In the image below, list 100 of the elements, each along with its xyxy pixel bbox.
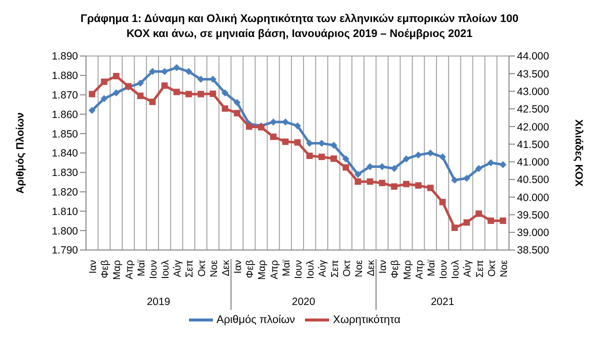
y-tick-label: 1.880 xyxy=(52,70,78,82)
legend-label: Χωρητικότητα xyxy=(333,314,400,326)
text: 2021 xyxy=(430,296,454,308)
x-tick-label: Μαϊ xyxy=(136,259,148,276)
x-tick-label: Ιαν xyxy=(378,260,390,274)
y2-tick-label: 39.500 xyxy=(517,209,550,222)
point xyxy=(161,82,168,89)
point xyxy=(88,106,96,114)
point xyxy=(100,78,108,85)
point xyxy=(342,164,350,171)
x-tick-label: Ιουν xyxy=(294,260,304,279)
point xyxy=(294,139,301,146)
x-tick-label: Οκτ xyxy=(342,260,353,277)
point xyxy=(476,210,482,217)
point xyxy=(282,138,289,145)
y2-tick-label: 43.000 xyxy=(517,86,550,98)
y2-tick-label: 42.000 xyxy=(517,121,550,134)
x-tick-label: Ιουν xyxy=(438,260,450,279)
point xyxy=(137,92,144,100)
point xyxy=(330,142,338,149)
x-tick-label: Απρ xyxy=(124,260,136,280)
point xyxy=(366,178,374,185)
x-tick-label: Δεκ xyxy=(220,259,232,276)
y-tick-label: 1.830 xyxy=(52,167,78,180)
y2-tick-label: 43.500 xyxy=(517,68,550,80)
point xyxy=(390,183,398,190)
x-tick-label: Ιουλ xyxy=(160,260,172,279)
point xyxy=(234,99,241,106)
point xyxy=(246,123,252,130)
point xyxy=(488,218,494,224)
x-tick-label: Ιαν xyxy=(88,260,100,274)
point xyxy=(439,153,446,160)
point xyxy=(222,105,228,112)
x-tick-label: Ιουλ xyxy=(450,260,462,279)
point xyxy=(403,180,410,188)
point xyxy=(499,161,506,168)
x-tick-label: Φεβ xyxy=(100,260,112,278)
x-tick-label: Αύγ xyxy=(318,260,329,278)
point xyxy=(500,218,506,224)
x-tick-label: Φεβ xyxy=(390,260,402,278)
point xyxy=(426,150,434,156)
y-tick-label: 1.870 xyxy=(52,90,78,102)
point xyxy=(415,182,422,189)
point xyxy=(270,118,277,126)
point xyxy=(294,122,301,130)
point xyxy=(487,159,494,166)
y-tick-label: 1.850 xyxy=(52,128,78,140)
y2-tick-label: 42.500 xyxy=(517,104,550,116)
point xyxy=(306,152,313,160)
point xyxy=(113,72,120,80)
x-tick-label: Ιουν xyxy=(148,260,160,279)
point xyxy=(390,165,398,172)
y-tick-label: 1.820 xyxy=(52,186,78,199)
x-tick-label: Οκτ xyxy=(486,260,498,277)
x-tick-label: Μαρ xyxy=(257,260,268,280)
y-tick-label: 1.890 xyxy=(52,50,78,63)
x-tick-label: Δεκ xyxy=(366,259,378,276)
y-tick-label: 1.810 xyxy=(52,206,78,218)
point xyxy=(185,68,192,76)
point xyxy=(378,180,386,186)
x-tick-label: Οκτ xyxy=(196,260,208,277)
y2-tick-label: 40.500 xyxy=(517,174,550,186)
y2-axis-title: Χιλιάδες ΚΟΧ xyxy=(572,119,584,187)
x-tick-label: Ιαν xyxy=(233,260,244,274)
point xyxy=(427,184,434,192)
point xyxy=(354,170,362,178)
point xyxy=(88,90,96,98)
point xyxy=(354,178,362,185)
y-tick-label: 1.800 xyxy=(52,225,78,238)
point xyxy=(402,155,410,162)
point xyxy=(221,89,228,96)
point xyxy=(451,224,458,231)
point xyxy=(463,174,470,182)
y2-tick-label: 40.000 xyxy=(517,192,550,204)
y2-tick-label: 38.500 xyxy=(517,244,550,257)
x-tick-label: Αύγ xyxy=(462,260,474,278)
point xyxy=(234,110,240,116)
point xyxy=(149,98,156,106)
point xyxy=(378,163,386,170)
point xyxy=(464,219,470,226)
y-tick-label: 1.790 xyxy=(52,244,78,257)
x-tick-label: Απρ xyxy=(414,260,426,280)
y2-tick-label: 41.500 xyxy=(517,138,550,151)
chart-title: Γράφημα 1: Δύναμη και Ολική Χωρητικότητα των ελληνικών εμπορικών πλοίων 100 ΚΟΧ και άνω, σε μηνιαία βάση, Ιανουάριος 2019 – Νοέμβριος 2021 xyxy=(79,12,520,42)
y-tick-label: 1.860 xyxy=(52,108,78,121)
point xyxy=(451,176,458,184)
point xyxy=(100,95,108,102)
text: 2019 xyxy=(146,296,170,308)
point xyxy=(173,88,180,96)
point xyxy=(318,154,325,160)
x-tick-label: Φεβ xyxy=(245,260,256,278)
y-axis-title: Αριθμός Πλοίων xyxy=(14,112,27,194)
legend-label: Αριθμός πλοίων xyxy=(216,314,296,326)
point xyxy=(173,64,180,72)
x-tick-label: Σεπ xyxy=(474,260,486,278)
point xyxy=(210,90,216,97)
x-tick-label: Μαϊ xyxy=(281,259,292,276)
text: 2020 xyxy=(292,296,316,308)
x-tick-label: Νοε xyxy=(208,259,220,278)
x-tick-label: Ιουλ xyxy=(306,260,317,279)
